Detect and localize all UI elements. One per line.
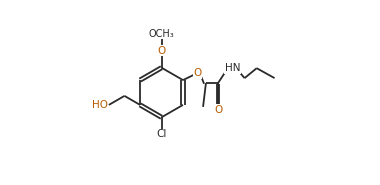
Text: O: O xyxy=(193,68,201,78)
Text: HN: HN xyxy=(225,63,240,73)
Text: HO: HO xyxy=(92,100,108,110)
Text: O: O xyxy=(214,105,223,115)
Text: OCH₃: OCH₃ xyxy=(149,29,174,39)
Text: O: O xyxy=(157,46,166,56)
Text: Cl: Cl xyxy=(156,129,167,139)
